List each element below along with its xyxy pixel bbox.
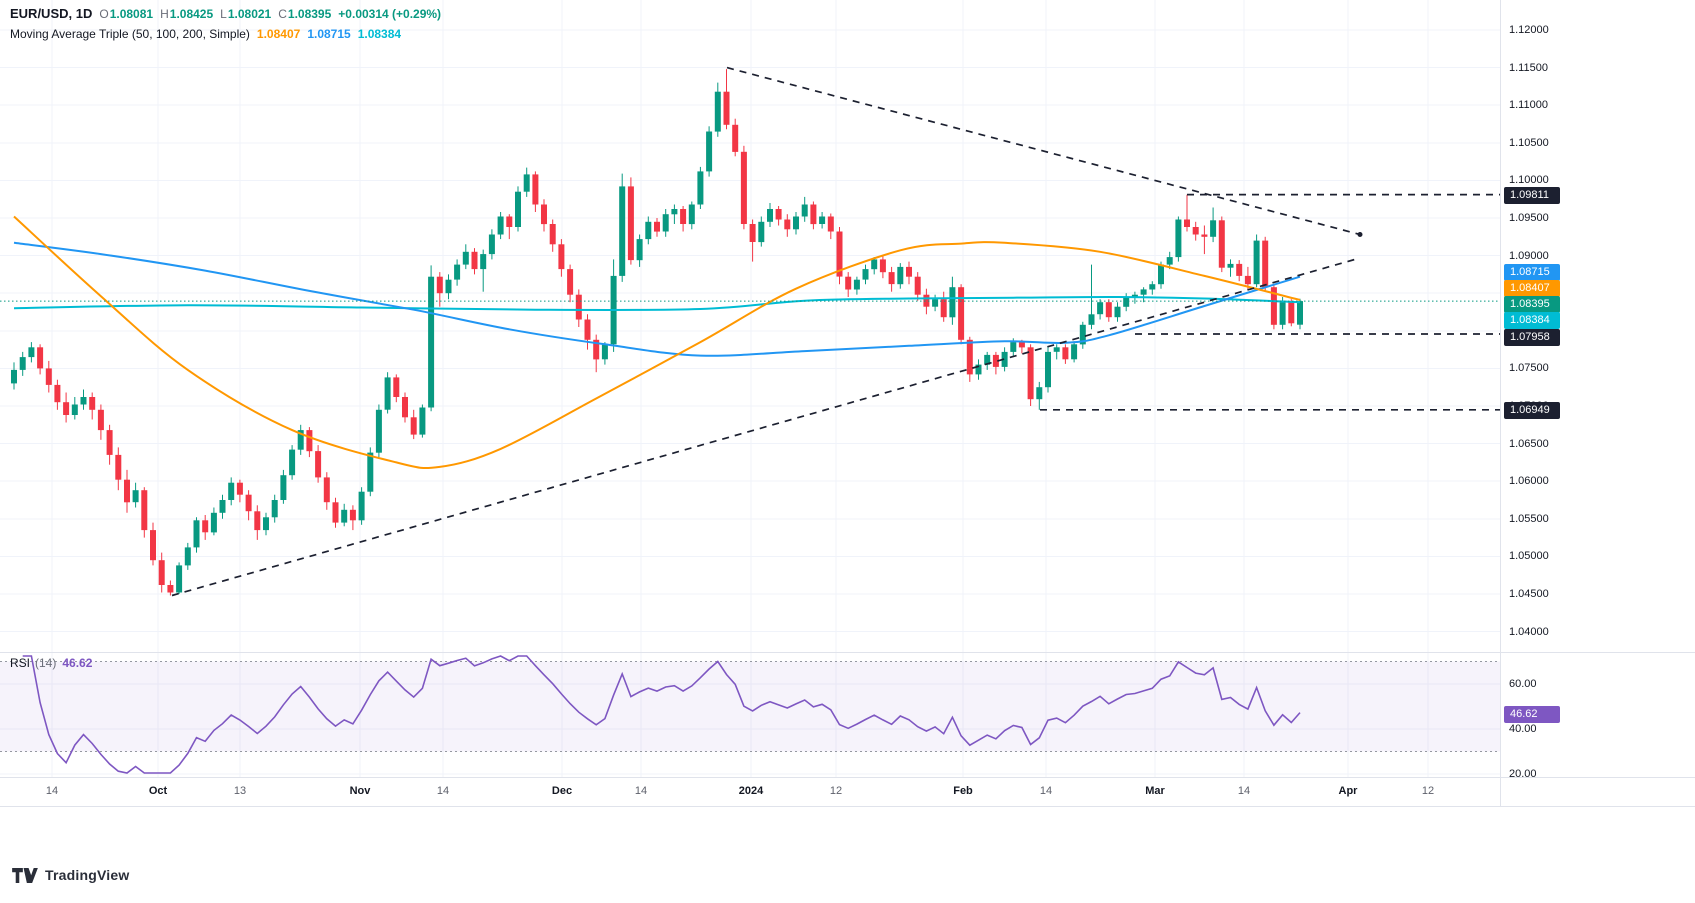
price-axis-label: 1.11500: [1509, 61, 1548, 74]
price-axis-label: 1.09500: [1509, 212, 1549, 224]
price-axis-label: 1.07500: [1509, 362, 1549, 375]
time-axis-label: 13: [233, 785, 247, 797]
price-axis-label: 1.12000: [1509, 24, 1549, 36]
price-badge: 1.09811: [1504, 187, 1560, 204]
rsi-axis-label: 40.00: [1509, 723, 1537, 735]
rsi-name: RSI: [10, 656, 31, 670]
price-axis-label: 1.10000: [1509, 174, 1549, 187]
ohlc-low: L1.08021: [220, 7, 272, 21]
price-change: +0.00314 (+0.29%): [338, 7, 442, 21]
rsi-legend[interactable]: RSI (14) 46.62: [10, 656, 92, 670]
time-axis-label: Feb: [953, 785, 973, 797]
ma100-value: 1.08715: [307, 27, 351, 41]
time-axis[interactable]: 14 Oct 13 Nov 14 Dec 14 2024 12 Feb 14 Mar 14 Apr 12: [0, 778, 1500, 806]
price-badge: 1.08384: [1504, 312, 1560, 329]
tradingview-logo-icon: [12, 867, 38, 883]
price-axis-label: 1.10500: [1509, 136, 1549, 149]
legend-symbol-row[interactable]: EUR/USD, 1D O1.08081 H1.08425 L1.08021 C…: [10, 6, 441, 27]
ohlc-open: O1.08081: [99, 7, 154, 21]
price-badge: 1.06949: [1504, 402, 1560, 419]
ohlc-high: H1.08425: [160, 7, 214, 21]
price-axis-label: 1.11000: [1509, 99, 1548, 112]
time-axis-label: Nov: [349, 785, 371, 797]
chart-bottom-border: [0, 806, 1695, 807]
time-axis-label: Apr: [1338, 785, 1358, 797]
time-axis-separator: [0, 777, 1695, 778]
rsi-axis-label: 20.00: [1509, 768, 1537, 780]
time-axis-label: Dec: [551, 785, 573, 797]
rsi-axis-label: 60.00: [1509, 678, 1537, 690]
time-axis-label: Oct: [148, 785, 168, 797]
price-axis[interactable]: 1.12000 1.11500 1.11000 1.10500 1.10000 1.095…: [1500, 0, 1695, 806]
price-badge: 1.07958: [1504, 329, 1560, 346]
legend-indicator-row[interactable]: Moving Average Triple (50, 100, 200, Sim…: [10, 27, 441, 48]
chart-canvas[interactable]: [0, 0, 1500, 806]
symbol-title: EUR/USD, 1D: [10, 6, 93, 21]
price-axis-label: 1.06500: [1509, 437, 1549, 450]
time-axis-label: 2024: [738, 785, 764, 797]
rsi-params: (14): [35, 656, 57, 670]
price-axis-label: 1.05500: [1509, 512, 1549, 525]
price-badge: 1.08407: [1504, 280, 1560, 297]
price-axis-label: 1.06000: [1509, 475, 1549, 488]
pane-separator[interactable]: [0, 652, 1695, 653]
rsi-badge: 46.62: [1504, 706, 1560, 724]
price-axis-label: 1.04000: [1509, 625, 1549, 638]
time-axis-label: 12: [1421, 785, 1435, 797]
chart-legend: EUR/USD, 1D O1.08081 H1.08425 L1.08021 C…: [10, 6, 441, 48]
price-badge: 1.08395: [1504, 296, 1560, 313]
time-axis-label: 14: [1039, 785, 1053, 797]
time-axis-label: 14: [634, 785, 648, 797]
tradingview-attribution[interactable]: TradingView: [12, 867, 129, 883]
time-axis-label: 14: [1237, 785, 1251, 797]
ohlc-close: C1.08395: [278, 7, 332, 21]
time-axis-label: Mar: [1145, 785, 1165, 797]
price-axis-label: 1.04500: [1509, 588, 1549, 600]
time-axis-label: 14: [45, 785, 59, 797]
price-badge: 1.08715: [1504, 264, 1560, 281]
rsi-value: 46.62: [62, 656, 93, 670]
ma200-value: 1.08384: [357, 27, 402, 41]
time-axis-label: 14: [436, 785, 450, 797]
price-axis-label: 1.05000: [1509, 550, 1549, 563]
indicator-name: Moving Average Triple (50, 100, 200, Sim…: [10, 27, 250, 41]
tradingview-wordmark: TradingView: [45, 867, 130, 883]
time-axis-label: 12: [829, 785, 843, 797]
price-axis-label: 1.09000: [1509, 249, 1549, 262]
ma50-value: 1.08407: [256, 27, 301, 41]
